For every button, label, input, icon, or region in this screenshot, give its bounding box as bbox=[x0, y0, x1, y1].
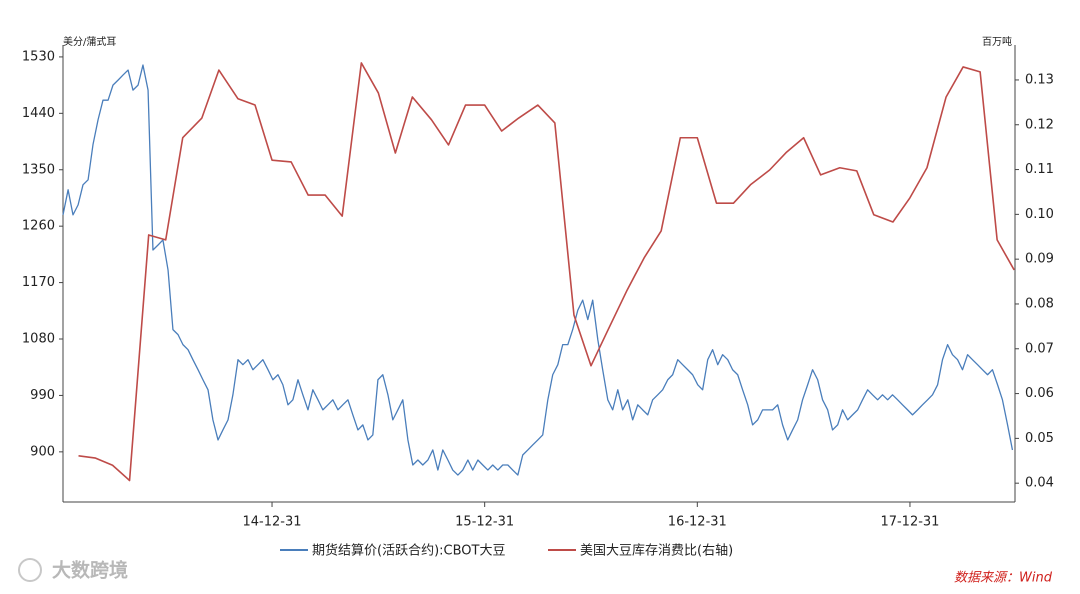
series-line bbox=[62, 64, 1014, 476]
x-tick-label: 17-12-31 bbox=[880, 515, 939, 530]
y2-tick-label: 0.09 bbox=[1025, 252, 1054, 267]
y2-tick-label: 0.05 bbox=[1025, 431, 1054, 446]
y-tick-label: 1170 bbox=[22, 275, 55, 290]
y2-tick-label: 0.12 bbox=[1025, 117, 1054, 132]
watermark: 大数跨境 bbox=[52, 559, 128, 582]
y-tick-label: 1080 bbox=[22, 332, 55, 347]
x-tick-label: 15-12-31 bbox=[455, 515, 514, 530]
y2-tick-label: 0.13 bbox=[1025, 72, 1054, 87]
watermark-icon bbox=[18, 558, 42, 582]
series-line bbox=[78, 62, 1015, 482]
y-tick-label: 1260 bbox=[22, 219, 55, 234]
y2-tick-label: 0.11 bbox=[1025, 162, 1054, 177]
x-tick-label: 16-12-31 bbox=[668, 515, 727, 530]
y-tick-label: 900 bbox=[30, 444, 55, 459]
y2-tick-label: 0.08 bbox=[1025, 296, 1054, 311]
source: 数据来源：Wind bbox=[954, 571, 1053, 586]
y-tick-label: 1530 bbox=[22, 49, 55, 64]
y-tick-label: 1350 bbox=[22, 162, 55, 177]
y-axis-label: 美分/蒲式耳 bbox=[63, 35, 116, 48]
y2-axis-label: 百万吨 bbox=[982, 35, 1012, 48]
legend-label: 期货结算价(活跃合约):CBOT大豆 bbox=[312, 543, 505, 559]
y2-tick-label: 0.10 bbox=[1025, 207, 1054, 222]
x-tick-label: 14-12-31 bbox=[243, 515, 302, 530]
y-tick-label: 990 bbox=[30, 388, 55, 403]
y2-tick-label: 0.04 bbox=[1025, 476, 1054, 491]
y2-tick-label: 0.07 bbox=[1025, 341, 1054, 356]
y-tick-label: 1440 bbox=[22, 106, 55, 121]
legend-label: 美国大豆库存消费比(右轴) bbox=[580, 543, 733, 559]
y2-tick-label: 0.06 bbox=[1025, 386, 1054, 401]
